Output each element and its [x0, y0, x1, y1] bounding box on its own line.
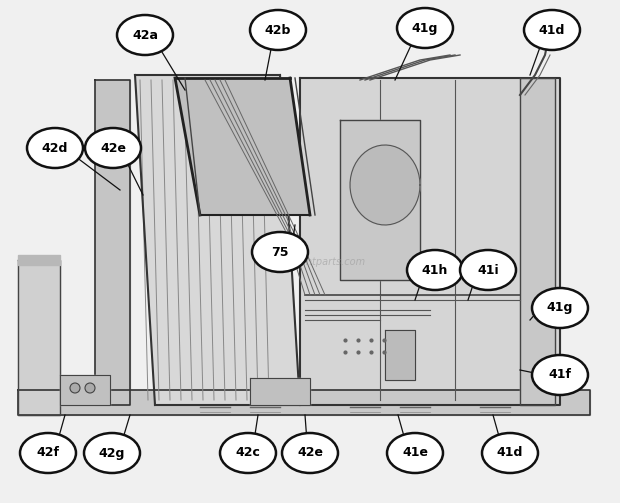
- Polygon shape: [520, 78, 555, 405]
- Text: 41d: 41d: [539, 24, 565, 37]
- Ellipse shape: [532, 355, 588, 395]
- Polygon shape: [135, 75, 300, 405]
- Ellipse shape: [250, 10, 306, 50]
- Polygon shape: [18, 255, 60, 265]
- Text: 41e: 41e: [402, 447, 428, 460]
- Text: 41i: 41i: [477, 264, 499, 277]
- Ellipse shape: [252, 232, 308, 272]
- Text: 41d: 41d: [497, 447, 523, 460]
- Circle shape: [85, 383, 95, 393]
- Ellipse shape: [482, 433, 538, 473]
- Polygon shape: [340, 120, 420, 280]
- Ellipse shape: [84, 433, 140, 473]
- Text: 41f: 41f: [549, 369, 572, 381]
- Polygon shape: [175, 78, 310, 215]
- Polygon shape: [350, 145, 420, 225]
- Text: 42d: 42d: [42, 141, 68, 154]
- Ellipse shape: [460, 250, 516, 290]
- Ellipse shape: [27, 128, 83, 168]
- Polygon shape: [18, 390, 590, 415]
- Text: 75: 75: [272, 245, 289, 259]
- Text: 41g: 41g: [412, 22, 438, 35]
- Ellipse shape: [117, 15, 173, 55]
- Text: 42e: 42e: [100, 141, 126, 154]
- Ellipse shape: [524, 10, 580, 50]
- Text: 41g: 41g: [547, 301, 573, 314]
- Ellipse shape: [85, 128, 141, 168]
- Ellipse shape: [407, 250, 463, 290]
- Text: 42e: 42e: [297, 447, 323, 460]
- Text: 42a: 42a: [132, 29, 158, 42]
- Polygon shape: [95, 80, 130, 405]
- Text: 42c: 42c: [236, 447, 260, 460]
- Text: 42b: 42b: [265, 24, 291, 37]
- Circle shape: [70, 383, 80, 393]
- Ellipse shape: [387, 433, 443, 473]
- Text: 42g: 42g: [99, 447, 125, 460]
- Text: 41h: 41h: [422, 264, 448, 277]
- Ellipse shape: [532, 288, 588, 328]
- Polygon shape: [60, 375, 110, 405]
- Ellipse shape: [20, 433, 76, 473]
- Text: replacementparts.com: replacementparts.com: [254, 257, 366, 267]
- Polygon shape: [300, 78, 560, 405]
- Polygon shape: [250, 378, 310, 405]
- Polygon shape: [18, 260, 60, 415]
- Ellipse shape: [282, 433, 338, 473]
- Ellipse shape: [220, 433, 276, 473]
- Polygon shape: [385, 330, 415, 380]
- Text: 42f: 42f: [37, 447, 60, 460]
- Ellipse shape: [397, 8, 453, 48]
